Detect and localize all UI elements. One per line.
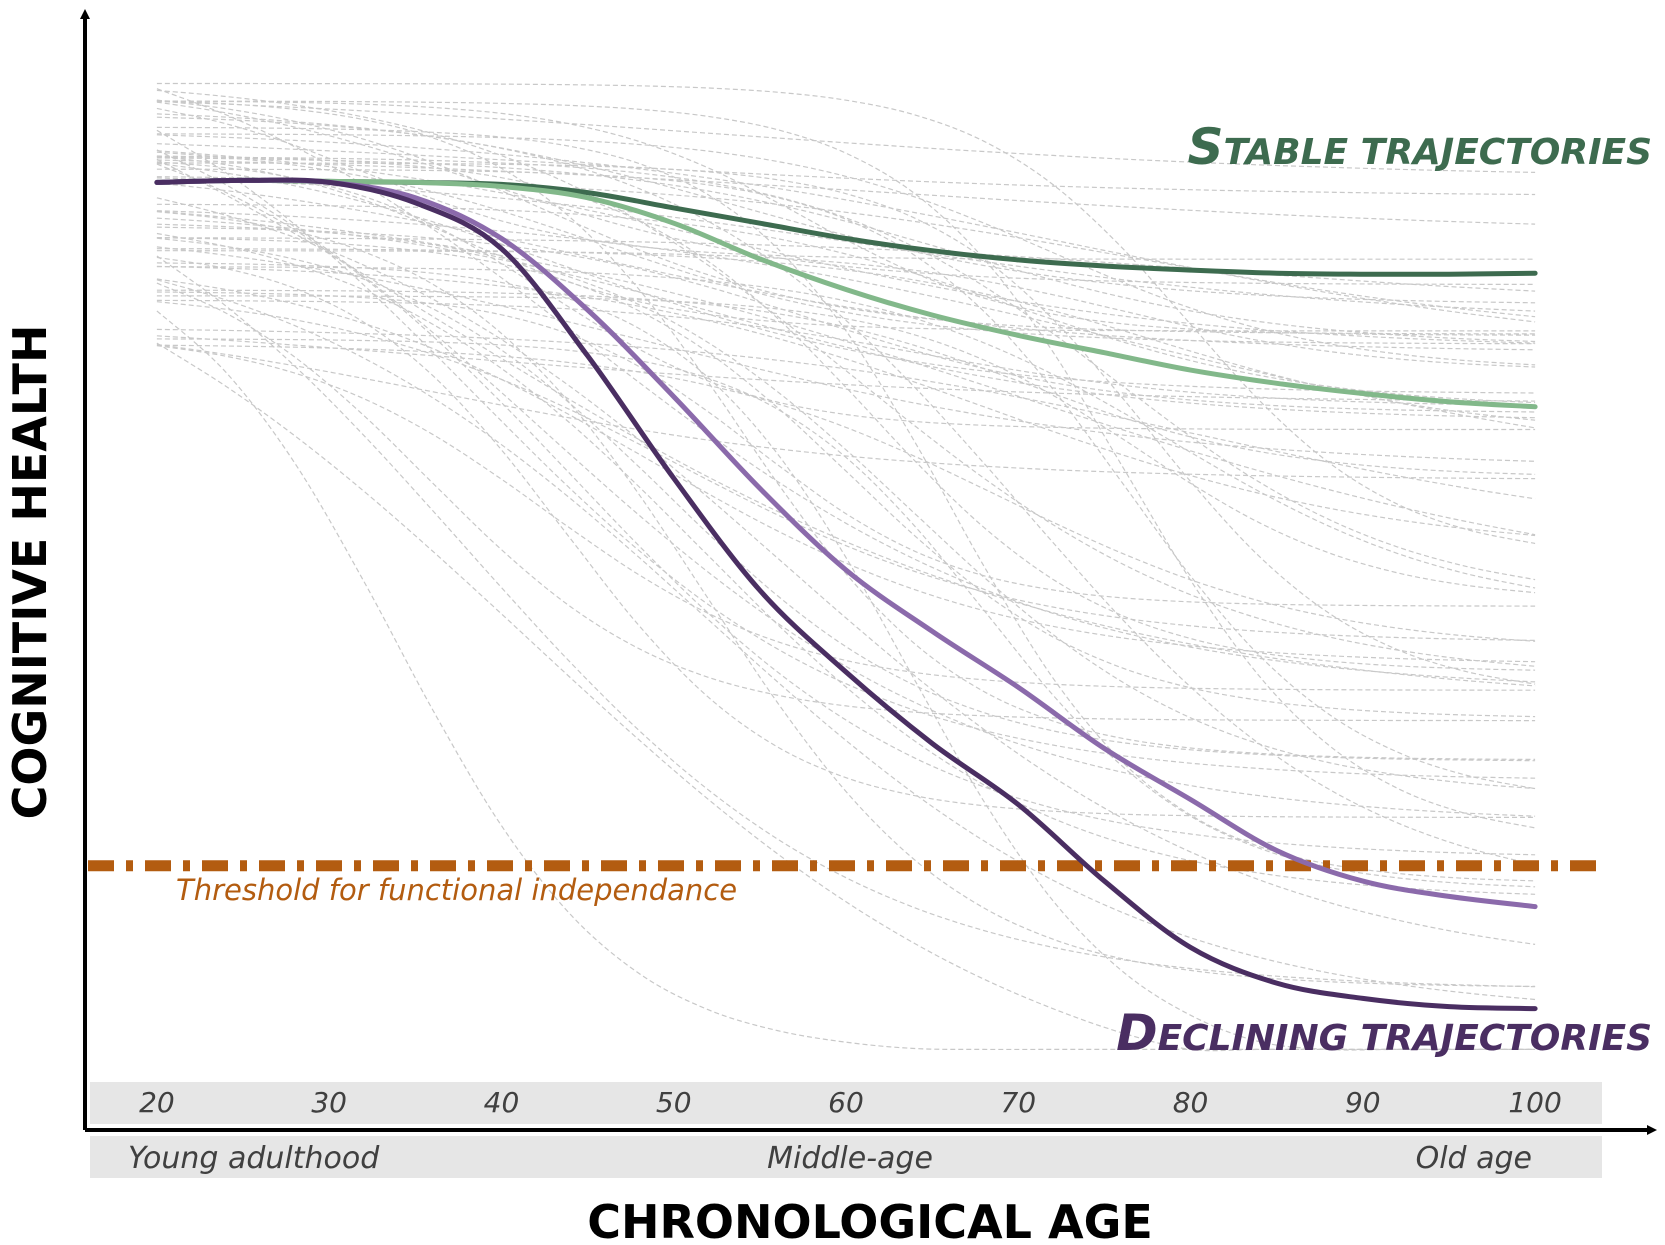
background-trajectory: [156, 162, 1536, 394]
background-trajectory: [156, 176, 1536, 318]
background-trajectory: [156, 342, 1536, 1052]
background-trajectory: [156, 143, 1536, 196]
background-trajectory: [156, 237, 1536, 762]
background-trajectory: [156, 345, 1536, 691]
background-trajectory: [156, 248, 1536, 421]
phase-label-middle: Middle-age: [767, 1141, 933, 1176]
background-trajectory: [156, 163, 1536, 856]
highlighted-trajectories: [154, 177, 1538, 1012]
x-tick-label: 70: [1000, 1086, 1036, 1119]
trajectory-declining-light: [154, 177, 1538, 910]
background-trajectory: [156, 279, 1536, 1001]
background-trajectory: [156, 289, 1536, 475]
background-trajectory: [156, 197, 1536, 945]
background-trajectory: [156, 126, 1536, 882]
background-trajectory: [156, 89, 1536, 667]
background-trajectory: [156, 156, 1536, 581]
x-tick-label: 40: [484, 1086, 520, 1119]
y-axis-title: COGNITIVE HEALTH: [3, 325, 57, 820]
background-trajectory: [156, 310, 1536, 1051]
tick-band: [90, 1082, 1602, 1124]
background-trajectory: [156, 162, 1536, 685]
background-trajectory: [156, 299, 1536, 406]
background-trajectory: [156, 217, 1536, 419]
background-trajectory: [156, 344, 1536, 642]
background-trajectory: [156, 226, 1536, 413]
background-trajectory: [156, 232, 1536, 895]
x-tick-label: 90: [1345, 1086, 1381, 1119]
trajectory-stable-dark: [154, 177, 1538, 277]
background-trajectory: [156, 129, 1536, 779]
background-trajectory: [156, 149, 1536, 817]
x-tick-label: 60: [828, 1086, 864, 1119]
phase-label-old: Old age: [1416, 1141, 1532, 1176]
background-trajectory: [156, 82, 1536, 545]
background-trajectory: [156, 155, 1536, 332]
background-trajectory: [156, 99, 1536, 335]
phase-band: [90, 1136, 1602, 1178]
background-trajectory: [156, 116, 1536, 866]
stable-trajectories-label: STABLE TRAJECTORIES: [1188, 118, 1652, 176]
background-trajectory: [156, 295, 1536, 594]
background-trajectory: [156, 157, 1536, 343]
background-trajectory: [156, 210, 1536, 536]
background-trajectory: [156, 155, 1536, 671]
background-trajectory: [156, 159, 1536, 225]
trajectory-declining-dark: [154, 177, 1538, 1012]
background-trajectory: [156, 237, 1536, 292]
background-trajectory: [156, 343, 1536, 480]
x-tick-label: 30: [311, 1086, 347, 1119]
background-trajectory: [156, 158, 1536, 687]
background-trajectory: [156, 107, 1536, 260]
declining-trajectories-label: DECLINING TRAJECTORIES: [1116, 1004, 1652, 1062]
background-trajectory: [156, 210, 1536, 429]
x-axis-title: CHRONOLOGICAL AGE: [587, 1195, 1153, 1245]
x-tick-labels: 20 30 40 50 60 70 80 90 100: [139, 1086, 1562, 1119]
trajectory-stable-light: [154, 177, 1538, 410]
background-trajectory: [156, 282, 1536, 722]
background-trajectory: [156, 301, 1536, 641]
background-trajectory: [156, 161, 1536, 431]
background-trajectory: [156, 113, 1536, 304]
background-trajectory: [156, 150, 1536, 344]
background-trajectory: [156, 265, 1536, 537]
background-trajectory: [156, 133, 1536, 366]
background-trajectory: [156, 262, 1536, 1051]
background-trajectory: [156, 328, 1536, 500]
background-trajectory: [156, 278, 1536, 663]
x-tick-label: 20: [139, 1086, 175, 1119]
threshold-label: Threshold for functional independance: [176, 873, 737, 907]
background-trajectory: [156, 223, 1536, 790]
x-tick-label: 80: [1173, 1086, 1209, 1119]
background-trajectory: [156, 250, 1536, 368]
x-tick-label: 50: [656, 1086, 692, 1119]
background-trajectory: [156, 256, 1536, 818]
background-trajectory: [156, 255, 1536, 988]
background-trajectory: [156, 335, 1536, 402]
phase-label-young: Young adulthood: [128, 1141, 380, 1176]
x-tick-label: 100: [1508, 1086, 1561, 1119]
background-trajectory: [156, 100, 1536, 173]
background-trajectory: [156, 168, 1536, 790]
background-trajectory: [156, 101, 1536, 285]
background-trajectory: [156, 182, 1536, 351]
background-trajectory: [156, 100, 1536, 829]
background-trajectory: [156, 88, 1536, 683]
background-trajectory: [156, 211, 1536, 987]
background-trajectory: [156, 203, 1536, 404]
background-trajectory: [156, 246, 1536, 462]
background-trajectory: [156, 266, 1536, 589]
background-trajectory: [156, 237, 1536, 718]
